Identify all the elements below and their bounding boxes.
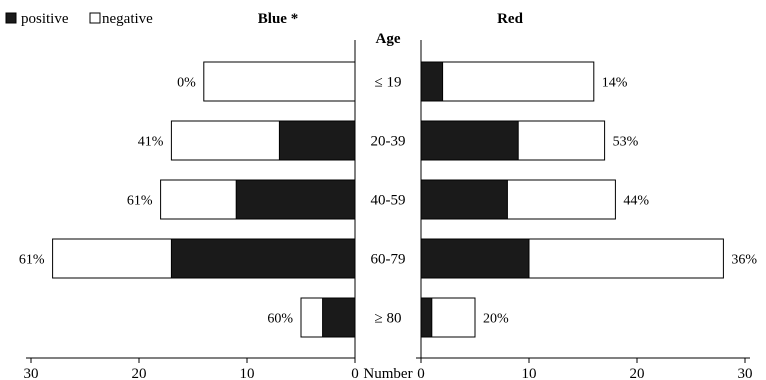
blue-positive-bar <box>235 179 356 220</box>
red-positive-bar <box>420 120 519 161</box>
blue-negative-bar <box>203 61 356 102</box>
right-panel-title: Red <box>497 11 523 27</box>
right-x-tick-label: 10 <box>522 366 537 380</box>
legend: positive negative <box>5 11 153 27</box>
age-label: ≤ 19 <box>375 75 402 91</box>
labels-group: ≤ 19 20-39 40-59 60-79 ≥ 80 0% 41% 61% 61% 60% 14%… <box>19 75 757 327</box>
right-x-tick-label: 30 <box>738 366 753 380</box>
blue-percent-label: 61% <box>127 194 153 209</box>
right-x-tick-label: 0 <box>417 366 425 380</box>
right-x-tick-label: 20 <box>630 366 645 380</box>
blue-positive-bar <box>278 120 356 161</box>
blue-percent-label: 61% <box>19 253 45 268</box>
left-x-tick-label: 0 <box>351 366 359 380</box>
red-positive-bar <box>420 297 433 338</box>
legend-negative-label: negative <box>102 11 153 27</box>
red-percent-label: 20% <box>483 312 509 327</box>
red-percent-label: 14% <box>602 76 628 91</box>
x-axis-label: Number <box>363 366 412 380</box>
left-x-tick-label: 30 <box>24 366 39 380</box>
age-label: ≥ 80 <box>375 311 402 327</box>
legend-negative-swatch <box>89 12 101 24</box>
red-percent-label: 53% <box>613 135 639 150</box>
red-positive-bar <box>420 179 508 220</box>
bars-group <box>52 61 724 338</box>
red-positive-bar <box>420 61 444 102</box>
age-label: 20-39 <box>371 134 406 150</box>
age-label: 40-59 <box>371 193 406 209</box>
left-x-tick-label: 10 <box>240 366 255 380</box>
red-negative-bar <box>420 61 595 102</box>
red-percent-label: 44% <box>623 194 649 209</box>
age-axis-title: Age <box>376 31 401 47</box>
legend-positive-swatch <box>5 12 17 24</box>
blue-percent-label: 41% <box>138 135 164 150</box>
left-x-tick-label: 20 <box>132 366 147 380</box>
blue-positive-bar <box>170 238 356 279</box>
legend-positive-label: positive <box>21 11 69 27</box>
age-label: 60-79 <box>371 252 406 268</box>
blue-positive-bar <box>322 297 356 338</box>
axes-group: 30 20 10 0 0 10 20 30 <box>24 40 753 380</box>
red-percent-label: 36% <box>731 253 757 268</box>
left-panel-title: Blue * <box>258 11 298 27</box>
red-positive-bar <box>420 238 530 279</box>
blue-percent-label: 0% <box>177 76 196 91</box>
blue-percent-label: 60% <box>267 312 293 327</box>
